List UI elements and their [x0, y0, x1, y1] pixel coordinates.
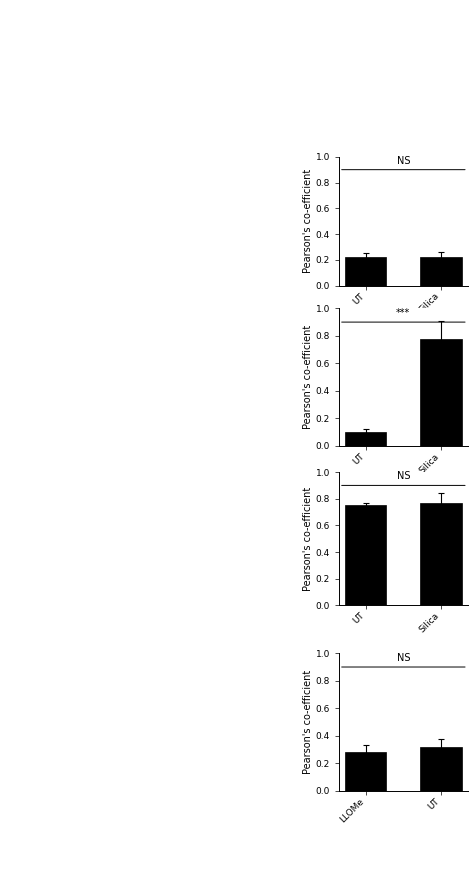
- Bar: [345, 505, 386, 605]
- Bar: [420, 339, 462, 446]
- Y-axis label: Pearson's co-efficient: Pearson's co-efficient: [303, 487, 313, 591]
- Bar: [420, 503, 462, 605]
- Bar: [420, 257, 462, 286]
- Y-axis label: Pearson's co-efficient: Pearson's co-efficient: [303, 169, 313, 273]
- Bar: [420, 746, 462, 791]
- Bar: [345, 257, 386, 286]
- Y-axis label: Pearson's co-efficient: Pearson's co-efficient: [303, 325, 313, 429]
- Text: NS: NS: [397, 156, 410, 165]
- Y-axis label: Pearson's co-efficient: Pearson's co-efficient: [303, 670, 313, 774]
- Text: ***: ***: [396, 308, 410, 318]
- Text: NS: NS: [397, 471, 410, 482]
- Text: NS: NS: [397, 653, 410, 663]
- Bar: [345, 753, 386, 791]
- Bar: [345, 432, 386, 446]
